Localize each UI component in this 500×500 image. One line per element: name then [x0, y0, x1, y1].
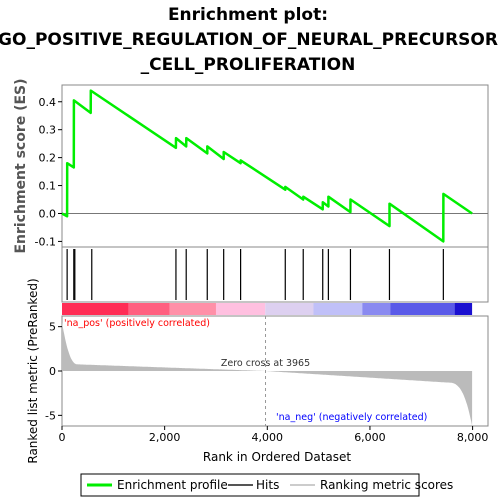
x-tick-label: 6,000 [354, 431, 386, 444]
es-ytick-label: 0.1 [39, 180, 57, 193]
es-ytick-label: -0.1 [35, 235, 56, 248]
colorbar-segment [169, 303, 216, 315]
title-line-2: GO_POSITIVE_REGULATION_OF_NEURAL_PRECURS… [0, 30, 498, 50]
colorbar-segment [454, 303, 473, 315]
legend-label-ranking: Ranking metric scores [320, 478, 453, 492]
ranked-ytick-label: 5 [49, 321, 56, 334]
title-line-3: _CELL_PROLIFERATION [141, 55, 356, 75]
es-ytick-label: 0.0 [39, 207, 57, 220]
colorbar-segment [313, 303, 363, 315]
x-tick-label: 0 [59, 431, 66, 444]
es-ytick-label: 0.4 [39, 96, 57, 109]
es-ylabel: Enrichment score (ES) [13, 78, 29, 253]
es-ytick-label: 0.2 [39, 152, 57, 165]
x-axis-ticks: 0 2,000 4,000 6,000 8,000 [59, 426, 489, 444]
ranked-y-ticks: -5 0 5 [45, 321, 62, 422]
colorbar-segment [215, 303, 266, 315]
pos-correlated-label: 'na_pos' (positively correlated) [64, 318, 210, 329]
colorbar-segment [62, 303, 129, 315]
title-line-1: Enrichment plot: [168, 5, 328, 25]
hits-marks [66, 249, 444, 300]
rank-colorbar [62, 303, 473, 315]
colorbar-segment [362, 303, 391, 315]
ranked-ylabel: Ranked list metric (PreRanked) [26, 278, 40, 463]
x-axis-label: Rank in Ordered Dataset [203, 450, 351, 464]
es-y-ticks: -0.1 0.0 0.1 0.2 0.3 0.4 [35, 96, 62, 248]
colorbar-segment [265, 303, 314, 315]
enrichment-profile-line [61, 89, 473, 243]
colorbar-segment [390, 303, 455, 315]
neg-correlated-label: 'na_neg' (negatively correlated) [276, 412, 427, 423]
legend-label-hits: Hits [256, 478, 279, 492]
legend-label-enrichment: Enrichment profile [117, 478, 228, 492]
hits-panel-frame [61, 246, 489, 303]
ranked-ytick-label: 0 [49, 365, 56, 378]
es-ytick-label: 0.3 [39, 124, 57, 137]
colorbar-segment [128, 303, 170, 315]
ranked-ytick-label: -5 [45, 409, 56, 422]
zero-cross-label: Zero cross at 3965 [221, 358, 310, 369]
x-tick-label: 8,000 [457, 431, 489, 444]
es-panel-frame [61, 84, 489, 248]
x-tick-label: 2,000 [149, 431, 181, 444]
ranking-metric-area [62, 322, 473, 426]
x-tick-label: 4,000 [252, 431, 284, 444]
